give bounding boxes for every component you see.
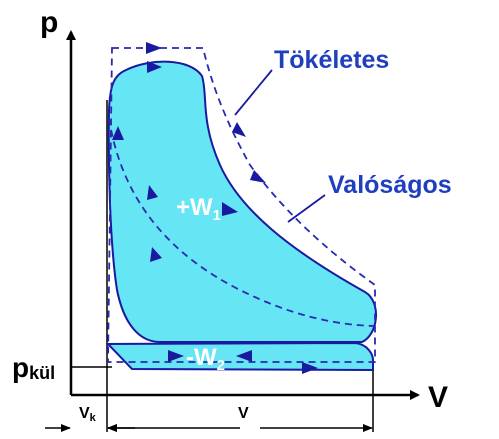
real-cycle-label: Valóságos [328, 171, 452, 199]
w2-label: -W2 [186, 344, 225, 374]
p-axis-label: p [40, 6, 58, 39]
w2-sub: 2 [217, 357, 225, 374]
arrow-pump-bottom [302, 362, 318, 374]
arrow-pump-right [168, 350, 184, 362]
v-axis-label: V [428, 381, 448, 414]
real-cycle-main-loop [107, 60, 378, 343]
v-span-label: V [238, 405, 249, 422]
w1-sub: 1 [213, 207, 221, 224]
p-outer-main: p [12, 352, 29, 383]
p-outer-label: pkül [12, 352, 55, 383]
w1-label: +W1 [176, 194, 221, 224]
vk-main: V [79, 405, 90, 422]
w2-main: -W [186, 344, 217, 371]
arrow-real-expansion [250, 170, 266, 183]
arrow-top-ideal [146, 42, 162, 54]
inner-dashed-curve [108, 117, 375, 327]
arrow-inner-right [222, 202, 238, 216]
arrow-top-real [147, 61, 162, 73]
leader-ideal [234, 69, 273, 116]
arrow-left-up-2 [147, 185, 158, 200]
arrow-left-up-3 [150, 247, 162, 262]
arrow-left-up-1 [112, 126, 124, 140]
ideal-cycle-label: Tökéletes [274, 46, 389, 74]
arrow-ideal-expansion [232, 122, 246, 137]
vk-sub: k [90, 412, 97, 424]
p-outer-sub: kül [29, 363, 55, 383]
arrow-pump-left [236, 350, 252, 362]
w1-main: +W [176, 194, 213, 221]
vk-label: Vk [79, 405, 97, 424]
leader-real [287, 194, 326, 223]
